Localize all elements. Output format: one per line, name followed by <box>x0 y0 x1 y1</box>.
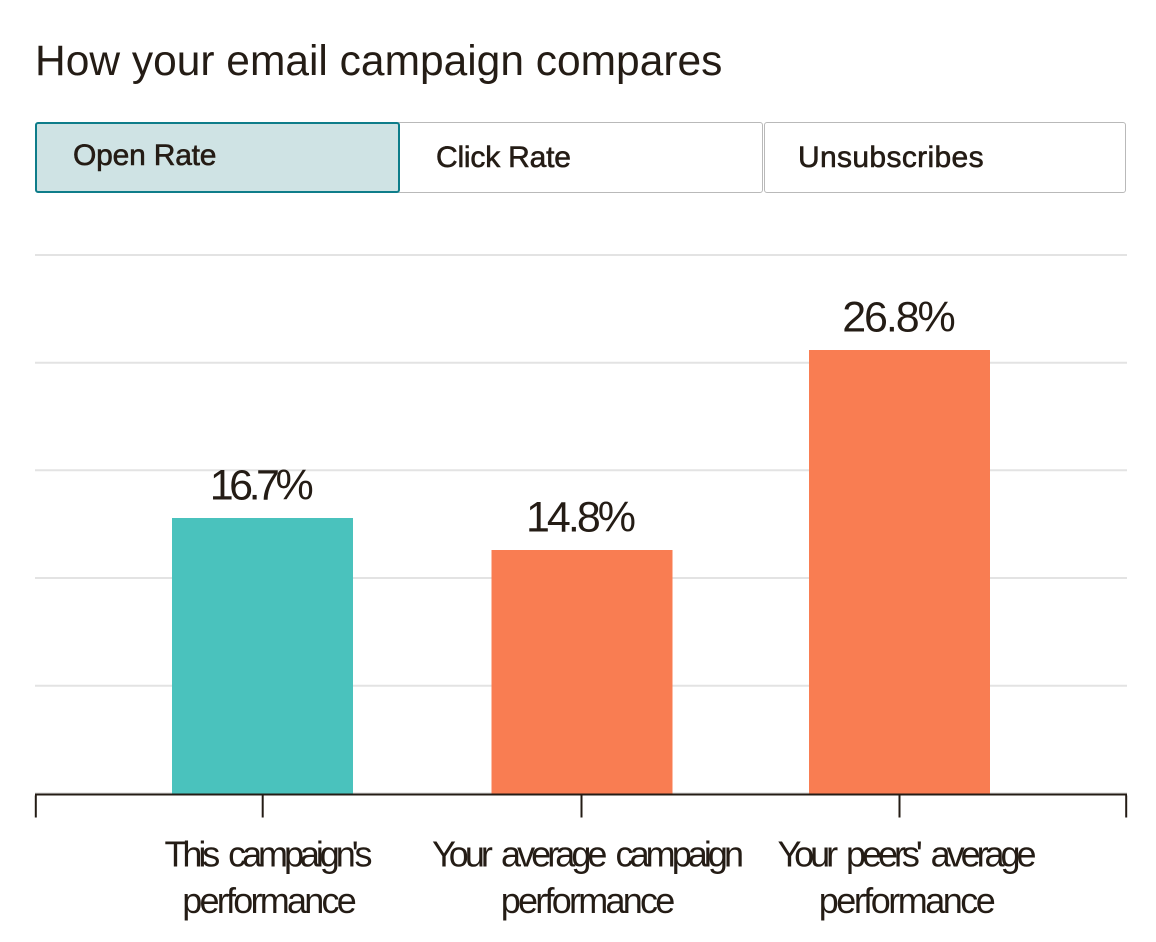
svg-text:performance: performance <box>501 880 676 921</box>
svg-text:This campaign's: This campaign's <box>165 833 373 874</box>
svg-text:16.7%: 16.7% <box>210 462 314 510</box>
svg-text:14.8%: 14.8% <box>526 494 636 542</box>
svg-text:performance: performance <box>182 880 357 921</box>
svg-text:performance: performance <box>819 880 996 921</box>
svg-text:Your peers' average: Your peers' average <box>778 833 1037 874</box>
svg-text:Your average campaign: Your average campaign <box>432 833 744 874</box>
svg-text:26.8%: 26.8% <box>842 294 956 342</box>
